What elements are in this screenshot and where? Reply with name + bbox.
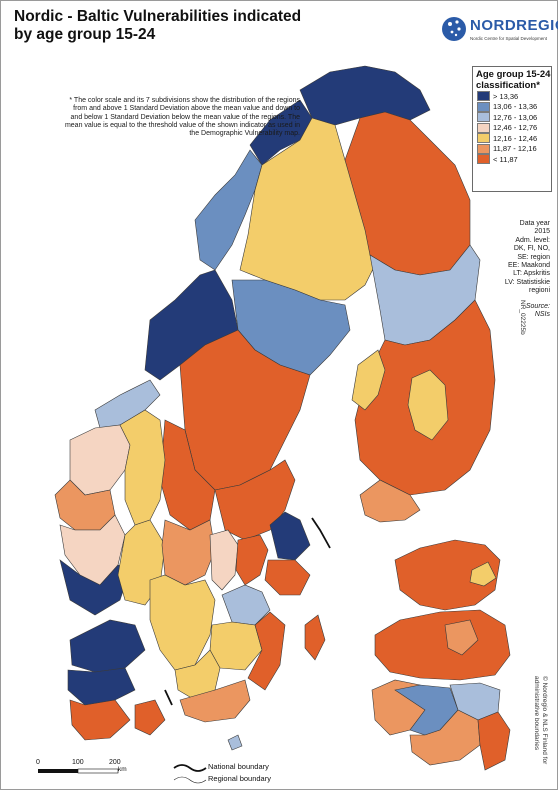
legend-item: 11,87 - 12,16 [477,144,551,155]
region-north-jutland [70,620,145,672]
region-gotland [305,615,325,660]
scale-label-0: 0 [36,759,40,766]
data-info: Data year 2015 Adm. level: DK, FI, NO, S… [470,220,550,296]
legend-label: 13,06 - 13,36 [493,102,537,111]
nordregio-subtitle: Nordic Centre for Spatial Development [470,36,547,41]
scale-unit: km [118,766,127,773]
region-bornholm [228,735,242,750]
region-jonkoping [210,622,262,670]
data-info-line: Adm. level: [470,237,550,245]
map-title: Nordic - Baltic Vulnerabilities indicate… [14,8,314,44]
legend-item: 13,06 - 13,36 [477,102,551,113]
nordregio-logo: NORDREGIO Nordic Centre for Spatial Deve… [440,14,550,50]
data-info-line: DK, FI, NO, [470,245,550,253]
scale-bar [38,767,158,779]
regional-boundary-label: Regional boundary [208,774,271,783]
nordregio-wordmark: NORDREGIO [470,17,558,34]
region-central-jutland [68,668,135,705]
copyright-line: administrative boundaries [532,676,540,764]
region-stockholm [265,560,310,595]
data-info-line: EE: Maakond [470,262,550,270]
data-info-line: regioni [470,287,550,295]
legend-swatch [477,112,490,122]
legend-swatch [477,154,490,164]
data-info-line: LV: Statistiskie [470,279,550,287]
region-south-denmark [70,700,130,740]
map-id: NR_02225b [519,300,526,335]
legend-swatch [477,144,490,154]
region-oppland [120,410,165,525]
legend-label: 11,87 - 12,16 [493,144,537,153]
source-note: Source: NSIs [470,303,550,320]
nordregio-logo-icon [440,14,468,44]
source-value: NSIs [470,311,550,319]
region-varmland [162,520,215,585]
legend-label: > 13,36 [493,92,518,101]
legend-swatch [477,102,490,112]
legend-swatch [477,133,490,143]
legend-swatch [477,123,490,133]
region-latvia [375,610,510,680]
legend-label: < 11,87 [493,155,518,164]
copyright-note: © Nordregio & NLS Finland for administra… [532,676,548,764]
legend-item: < 11,87 [477,154,551,165]
scale-label-100: 100 [72,759,84,766]
region-zealand [135,700,165,735]
region-lithuania-east [478,712,510,770]
legend-label: 12,76 - 13,06 [493,113,537,122]
boundary-symbols [172,760,208,786]
copyright-line: © Nordregio & NLS Finland for [540,676,548,764]
scale-label-200: 200 [109,759,121,766]
national-boundary-symbol [174,765,206,771]
data-info-line: LT: Apskritis [470,270,550,278]
legend-item: > 13,36 [477,91,551,102]
source-label: Source: [470,303,550,311]
national-boundary-label: National boundary [208,762,269,771]
legend-item: 12,46 - 12,76 [477,123,551,134]
legend-label: 12,16 - 12,46 [493,134,537,143]
data-info-line: 2015 [470,228,550,236]
legend-box: Age group 15-24 classification* > 13,36 … [472,66,552,192]
classification-note: * The color scale and its 7 subdivisions… [60,97,300,138]
region-orebro [210,530,238,590]
data-info-line: SE: region [470,254,550,262]
region-sogn [70,425,130,495]
region-finnmark [300,66,430,125]
regional-boundary-symbol [174,777,206,783]
legend-swatch [477,91,490,101]
region-vastmanland [236,535,268,585]
data-info-line: Data year [470,220,550,228]
legend-item: 12,76 - 13,06 [477,112,551,123]
legend-title: Age group 15-24 classification* [476,70,551,91]
legend-item: 12,16 - 12,46 [477,133,551,144]
legend-label: 12,46 - 12,76 [493,123,537,132]
